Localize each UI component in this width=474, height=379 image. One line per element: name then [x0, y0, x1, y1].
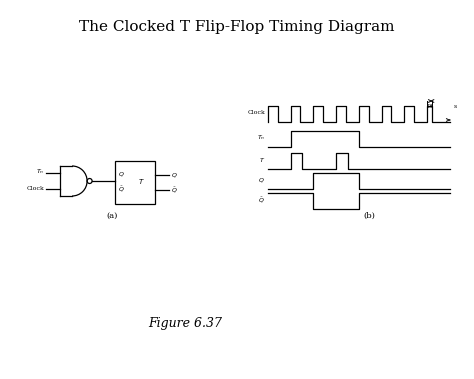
Text: $T$: $T$ — [259, 156, 265, 164]
Text: $\bar{Q}$: $\bar{Q}$ — [171, 185, 178, 194]
Text: $\bar{Q}$: $\bar{Q}$ — [118, 185, 124, 194]
Text: (a): (a) — [107, 212, 118, 220]
Text: $T_n$: $T_n$ — [36, 168, 44, 177]
Text: (b): (b) — [363, 212, 375, 220]
Text: $T$: $T$ — [137, 177, 145, 185]
Text: s: s — [454, 105, 457, 110]
Text: $Q$: $Q$ — [171, 171, 178, 179]
Text: $\bar{Q}$: $\bar{Q}$ — [258, 196, 265, 205]
Bar — [115, 161, 155, 204]
Text: $Q$: $Q$ — [258, 176, 265, 184]
Text: Clock: Clock — [247, 111, 265, 116]
Text: Figure 6.37: Figure 6.37 — [148, 318, 222, 330]
Text: $T_n$: $T_n$ — [257, 133, 265, 143]
Text: The Clocked T Flip-Flop Timing Diagram: The Clocked T Flip-Flop Timing Diagram — [79, 20, 395, 34]
Text: $Q$: $Q$ — [118, 170, 124, 178]
Text: Dt: Dt — [427, 103, 433, 108]
Text: Clock: Clock — [26, 186, 44, 191]
